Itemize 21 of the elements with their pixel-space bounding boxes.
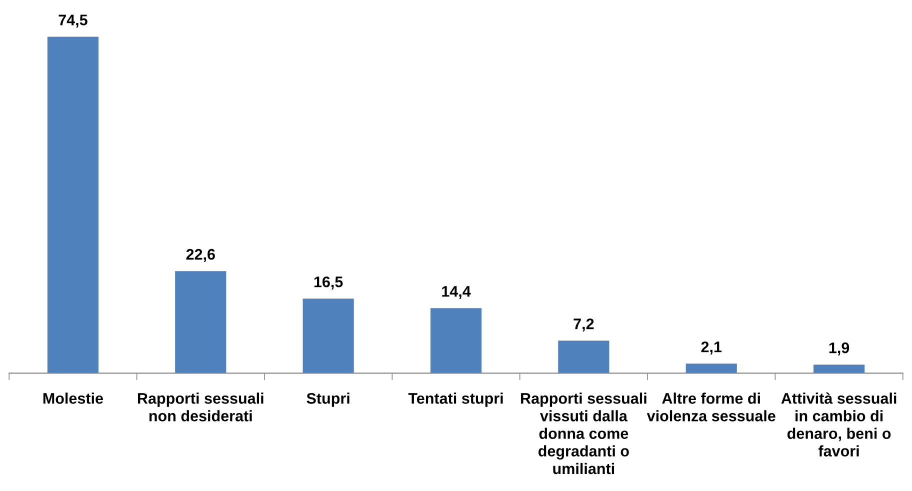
- x-tick-label: Altre forme di violenza sessuale: [646, 392, 776, 422]
- bar: [47, 36, 98, 374]
- data-label: 16,5: [314, 276, 343, 290]
- data-label: 2,1: [701, 342, 722, 355]
- x-tick-label: Stupri: [306, 392, 350, 407]
- data-label: 74,5: [58, 14, 88, 28]
- x-tick-label: Tentati stupri: [408, 392, 503, 407]
- data-label: 1,9: [829, 342, 850, 356]
- x-tick-label: Rapporti sessuali non desiderati: [138, 392, 264, 422]
- bar: [302, 298, 354, 374]
- x-tick-label: Attività sessuali in cambio di denaro, beni o favori: [781, 392, 896, 457]
- bar: [558, 340, 610, 374]
- data-label: 22,6: [186, 248, 215, 262]
- x-tick-label: Rapporti sessuali vissuti dalla donna come degradanti o umilianti: [521, 392, 646, 474]
- bar: [175, 271, 226, 374]
- bar: [814, 364, 865, 374]
- data-label: 7,2: [574, 318, 594, 332]
- bar: [430, 308, 482, 374]
- bar: [686, 364, 737, 374]
- x-tick-label: Molestie: [43, 392, 104, 404]
- data-label: 14,4: [442, 286, 471, 299]
